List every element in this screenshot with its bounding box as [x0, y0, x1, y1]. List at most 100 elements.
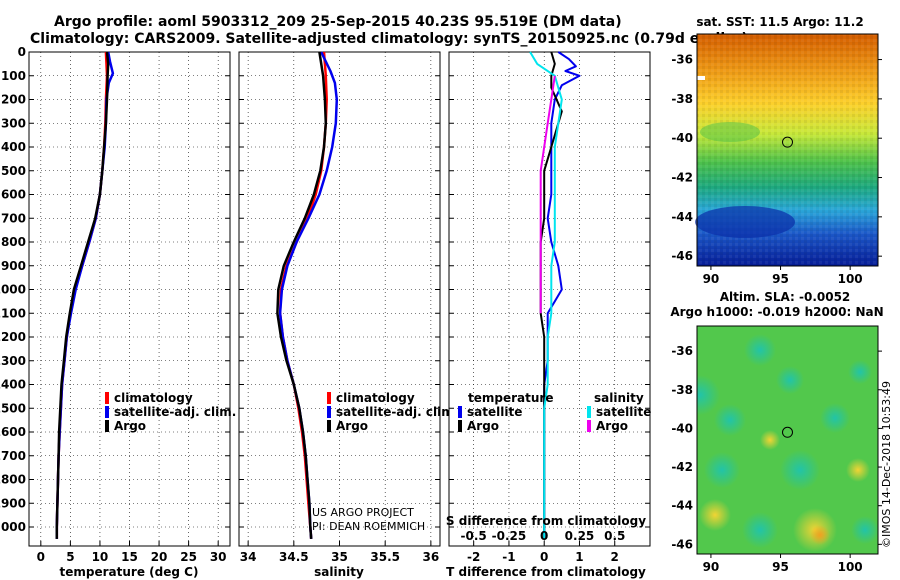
map-y-tick-label: -44 — [671, 499, 693, 513]
map-x-tick-label: 100 — [838, 560, 863, 574]
sst-cold-patch — [695, 206, 795, 238]
sst-map-panel: sat. SST: 11.5 Argo: 11.2 90 95 100 -36 -38 -… — [671, 15, 882, 286]
y-tick-label: 900 — [1, 259, 26, 273]
salinity-xlabel: salinity — [314, 565, 364, 579]
map-y-tick-label: -36 — [671, 53, 693, 67]
map-y-tick-label: -46 — [671, 537, 693, 551]
map-x-tick-label: 95 — [772, 560, 789, 574]
series-line-s-satellite — [529, 51, 563, 539]
imos-credit: ©IMOS 14-Dec-2018 10:53:49 — [880, 381, 893, 548]
y-tick-label: 200 — [1, 93, 26, 107]
map-y-tick-label: -46 — [671, 249, 693, 263]
title-line2: Climatology: CARS2009. Satellite-adjuste… — [30, 31, 748, 47]
x-tick-label: 20 — [151, 550, 168, 564]
salinity-series — [276, 51, 339, 539]
salinity-legend: climatology satellite-adj. clim. Argo — [327, 391, 458, 433]
difference-grid — [449, 51, 650, 546]
salinity-panel: 34 34.5 35 35.5 36 salinity climatology sate… — [238, 51, 458, 579]
legend-swatch-climatology — [327, 392, 331, 404]
legend-swatch-t-satellite — [458, 406, 462, 418]
y-tick-label: 1200 — [0, 330, 26, 344]
y-tick-label: 1300 — [0, 354, 26, 368]
legend-label-t-argo: Argo — [467, 419, 499, 433]
sla-blob — [744, 334, 776, 366]
y-tick-label: 500 — [1, 164, 26, 178]
sla-blob — [810, 525, 830, 545]
legend-swatch-climatology — [105, 392, 109, 404]
sla-blob — [776, 366, 804, 394]
sla-blob — [704, 452, 740, 488]
salinity-axes-frame — [238, 51, 441, 547]
temperature-axes-frame — [28, 51, 231, 547]
temperature-series — [55, 51, 115, 539]
temperature-ticks: 0 5 10 15 20 25 300100200300400500600700800900… — [0, 45, 230, 564]
difference-axes-frame — [448, 51, 651, 547]
top-x-tick-label: 0 — [540, 529, 548, 543]
map-y-tick-label: -40 — [671, 131, 693, 145]
legend-label-s-argo: Argo — [596, 419, 628, 433]
y-tick-label: 1000 — [0, 283, 26, 297]
map-y-tick-label: -44 — [671, 210, 693, 224]
legend-swatch-satellite — [105, 406, 109, 418]
map-x-tick-label: 100 — [838, 272, 863, 286]
x-tick-label: 36 — [423, 550, 440, 564]
salinity-grid — [239, 51, 440, 546]
sla-blob — [780, 450, 820, 490]
sst-argo-position-marker — [782, 136, 793, 148]
y-tick-label: 1400 — [0, 378, 26, 392]
sst-land-pixel — [697, 76, 705, 80]
difference-series — [529, 51, 581, 539]
x-tick-label: 2 — [611, 550, 619, 564]
x-tick-label: 35.5 — [370, 550, 400, 564]
y-tick-label: 2000 — [0, 520, 26, 534]
sla-map-subtitle: Argo h1000: -0.019 h2000: NaN — [670, 305, 883, 319]
legend-label-argo: Argo — [114, 419, 146, 433]
x-tick-label: 1 — [575, 550, 583, 564]
salinity-ticks: 34 34.5 35 35.5 36 — [239, 51, 440, 564]
map-y-tick-label: -42 — [671, 171, 693, 185]
map-x-tick-label: 90 — [703, 272, 720, 286]
difference-legend-temperature: temperature satellite Argo — [458, 391, 553, 433]
temperature-grid — [29, 51, 230, 546]
temperature-panel: 0 5 10 15 20 25 300100200300400500600700800900… — [0, 45, 236, 579]
x-tick-label: -1 — [502, 550, 515, 564]
difference-top-xlabel: S difference from climatology — [446, 514, 646, 528]
map-x-tick-label: 90 — [703, 560, 720, 574]
map-x-tick-label: 95 — [772, 272, 789, 286]
y-tick-label: 0 — [18, 45, 26, 59]
difference-xlabel: T difference from climatology — [446, 565, 646, 579]
sla-blob — [697, 375, 720, 415]
temperature-legend: climatology satellite-adj. clim. Argo — [105, 391, 236, 433]
series-line-argo — [276, 51, 328, 539]
y-tick-label: 1500 — [0, 401, 26, 415]
sla-blob — [760, 430, 780, 450]
sla-blob — [742, 512, 778, 548]
legend-swatch-argo — [327, 420, 331, 432]
x-tick-label: 10 — [92, 550, 109, 564]
sla-map-panel: Altim. SLA: -0.0052 Argo h1000: -0.019 h… — [670, 290, 883, 574]
legend-swatch-t-argo — [458, 420, 462, 432]
y-tick-label: 400 — [1, 140, 26, 154]
sla-blob — [846, 458, 870, 482]
y-tick-label: 1800 — [0, 473, 26, 487]
x-tick-label: 35 — [331, 550, 348, 564]
top-x-tick-label: -0.5 — [461, 529, 487, 543]
project-annotation: US ARGO PROJECT — [312, 506, 414, 519]
legend-label-argo: Argo — [336, 419, 368, 433]
legend-swatch-s-argo — [587, 420, 591, 432]
legend-title-salinity: salinity — [594, 391, 644, 405]
map-y-tick-label: -38 — [671, 383, 693, 397]
difference-panel: -2 -1 0 1 2 -0.5 -0.25 0 0.25 0.5 T difference fr… — [446, 51, 651, 579]
sla-ticks: 90 95 100 -36 -38 -40 -42 -44 -46 — [671, 344, 882, 574]
sla-map-frame — [696, 325, 879, 555]
y-tick-label: 1100 — [0, 306, 26, 320]
legend-label-satellite: satellite-adj. clim. — [114, 405, 236, 419]
map-y-tick-label: -40 — [671, 421, 693, 435]
x-tick-label: 25 — [180, 550, 197, 564]
sst-map-title: sat. SST: 11.5 Argo: 11.2 — [696, 15, 863, 29]
sst-front-patch — [700, 122, 760, 142]
legend-label-climatology: climatology — [336, 391, 415, 405]
y-tick-label: 1700 — [0, 449, 26, 463]
y-tick-label: 700 — [1, 211, 26, 225]
